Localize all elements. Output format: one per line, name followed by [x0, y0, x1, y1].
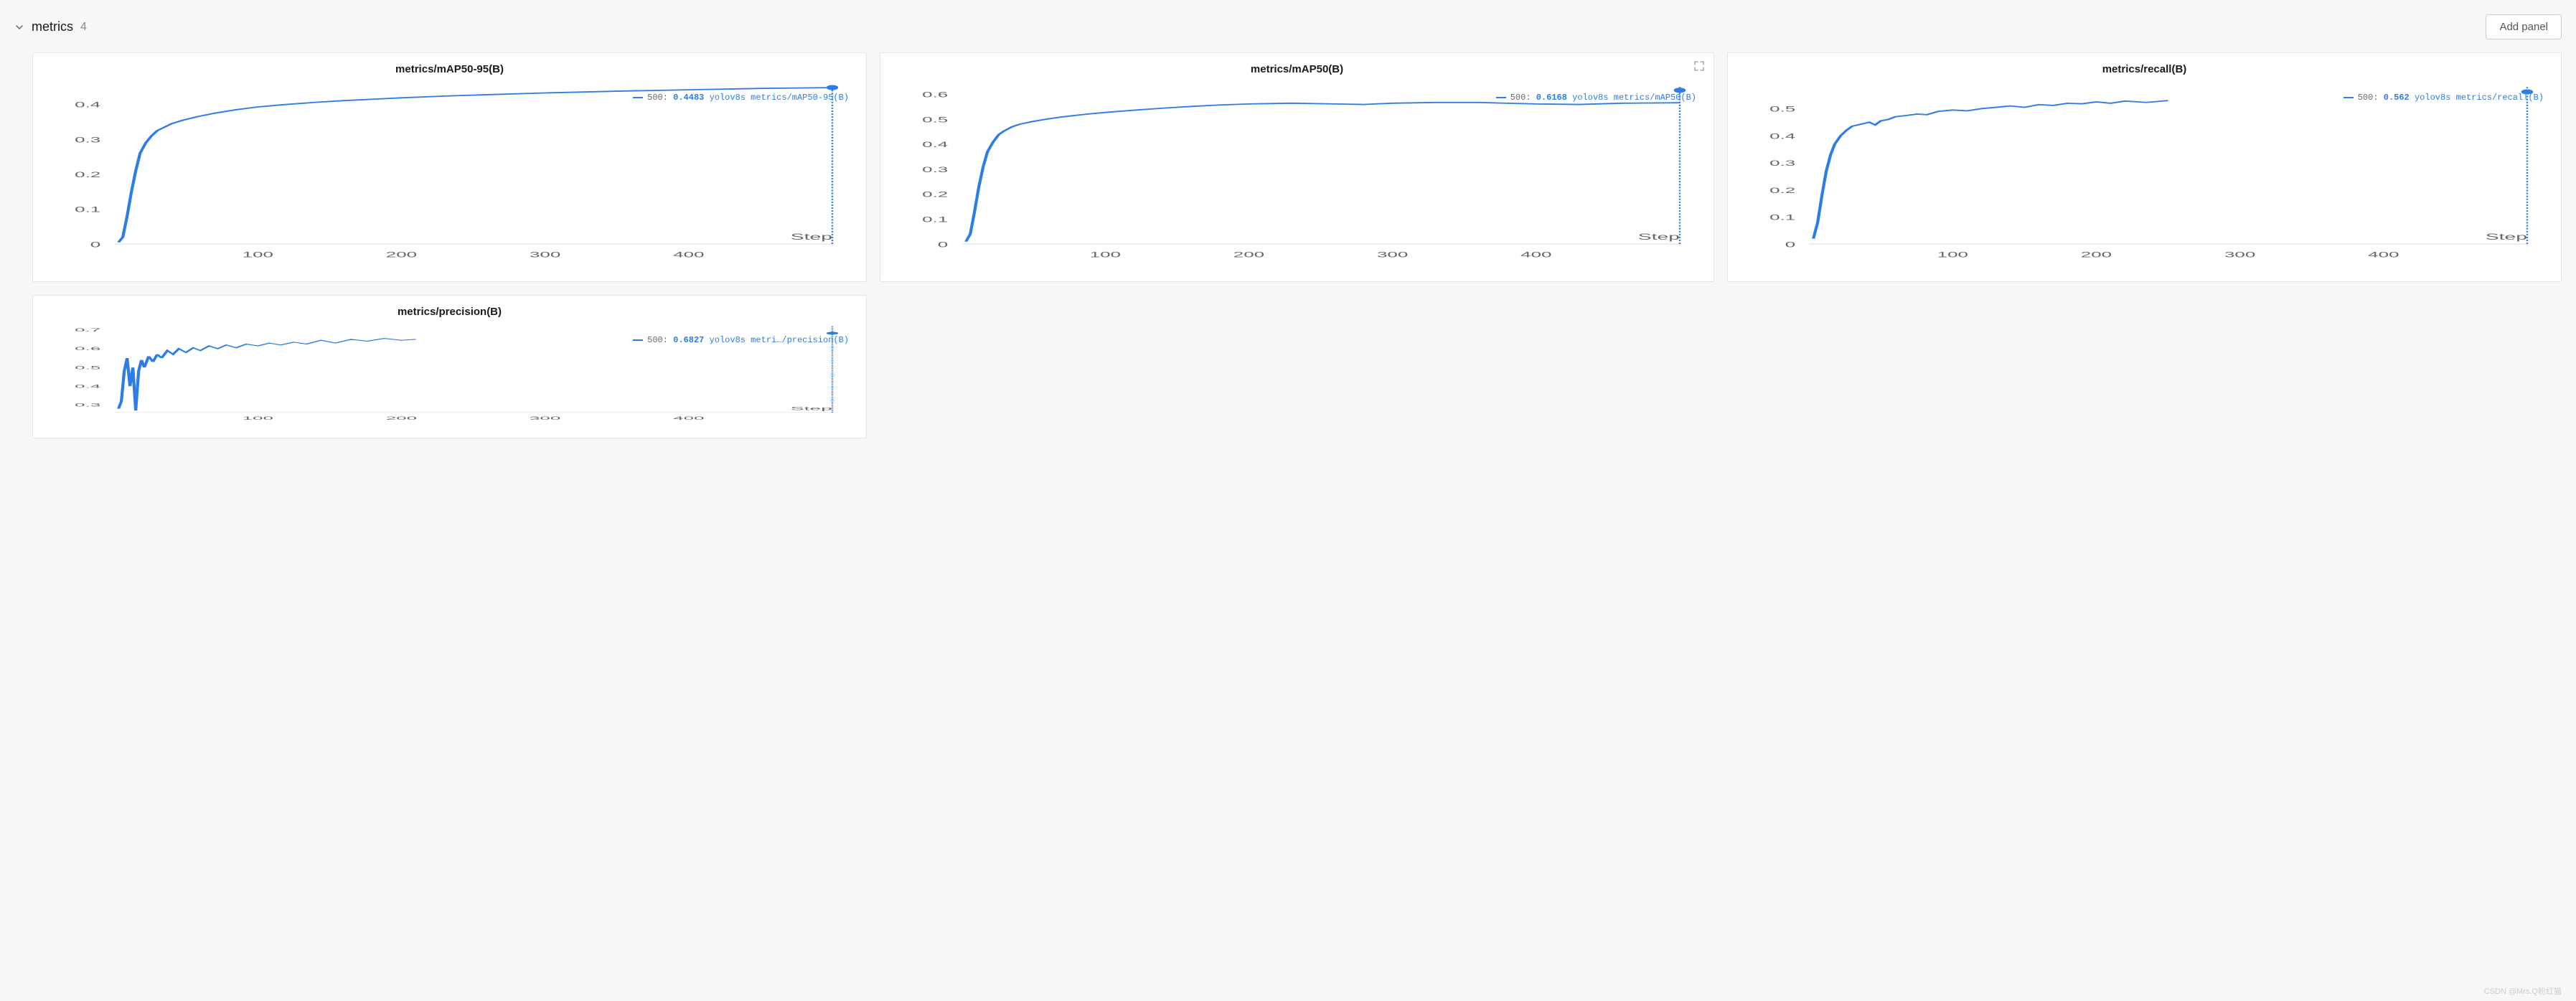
svg-text:0.3: 0.3 [922, 165, 948, 174]
chart-panel[interactable]: metrics/mAP50(B) 500: 0.6168 yolov8s met… [880, 52, 1714, 282]
watermark: CSDN @Mrs.Q粉红猫 [2484, 985, 2562, 997]
section-header-left: metrics 4 [14, 19, 87, 34]
svg-text:0.3: 0.3 [1769, 159, 1795, 167]
legend-step: 500: [647, 93, 668, 103]
add-panel-button[interactable]: Add panel [2486, 14, 2562, 39]
svg-text:0.4: 0.4 [1769, 132, 1795, 141]
legend-line-icon [2344, 97, 2354, 99]
svg-text:100: 100 [1090, 250, 1121, 259]
svg-text:Step: Step [791, 406, 832, 412]
legend-label: yolov8s metrics/mAP50(B) [1572, 93, 1696, 103]
svg-text:Step: Step [2486, 232, 2527, 242]
fullscreen-icon[interactable] [1693, 60, 1705, 74]
chart-legend: 500: 0.562 yolov8s metrics/recall(B) [2344, 93, 2544, 103]
svg-text:200: 200 [386, 250, 417, 259]
svg-text:400: 400 [673, 415, 704, 420]
chart-panel[interactable]: metrics/recall(B) 500: 0.562 yolov8s met… [1727, 52, 2562, 282]
legend-value: 0.6168 [1536, 93, 1567, 103]
svg-text:300: 300 [2224, 250, 2255, 259]
chart-title: metrics/mAP50-95(B) [43, 63, 856, 75]
svg-text:0.6: 0.6 [922, 90, 948, 99]
svg-text:0.2: 0.2 [922, 190, 948, 199]
svg-text:0: 0 [90, 240, 100, 249]
chart-legend: 500: 0.4483 yolov8s metrics/mAP50-95(B) [633, 93, 849, 103]
legend-value: 0.6827 [673, 335, 704, 345]
svg-text:0.6: 0.6 [75, 347, 100, 352]
svg-text:100: 100 [1937, 250, 1968, 259]
svg-text:0.2: 0.2 [75, 170, 100, 179]
legend-value: 0.562 [2384, 93, 2410, 103]
svg-text:400: 400 [1520, 250, 1551, 259]
svg-text:0.4: 0.4 [75, 100, 100, 109]
svg-text:0.5: 0.5 [922, 116, 948, 124]
chart-legend: 500: 0.6827 yolov8s metri…/precision(B) [633, 335, 849, 345]
chart-panel[interactable]: metrics/mAP50-95(B) 500: 0.4483 yolov8s … [32, 52, 867, 282]
legend-line-icon [633, 339, 643, 342]
svg-text:300: 300 [1377, 250, 1408, 259]
legend-label: yolov8s metrics/recall(B) [2415, 93, 2544, 103]
svg-text:400: 400 [2368, 250, 2399, 259]
svg-text:0.2: 0.2 [1769, 186, 1795, 194]
svg-text:Step: Step [1638, 232, 1680, 242]
section-count: 4 [80, 21, 87, 34]
chart-area[interactable]: 500: 0.4483 yolov8s metrics/mAP50-95(B) … [43, 80, 856, 271]
svg-text:400: 400 [673, 250, 704, 259]
legend-line-icon [633, 97, 643, 99]
svg-text:0.3: 0.3 [75, 136, 100, 144]
svg-text:200: 200 [1233, 250, 1264, 259]
svg-text:100: 100 [243, 250, 273, 259]
svg-text:300: 300 [530, 415, 560, 420]
svg-text:0.1: 0.1 [1769, 213, 1795, 222]
svg-text:300: 300 [530, 250, 560, 259]
legend-label: yolov8s metrics/mAP50-95(B) [710, 93, 849, 103]
legend-line-icon [1496, 97, 1506, 99]
chart-area[interactable]: 500: 0.562 yolov8s metrics/recall(B) 0 0.… [1738, 80, 2551, 271]
svg-text:0.4: 0.4 [922, 141, 948, 149]
section-header: metrics 4 Add panel [14, 14, 2562, 39]
panels-grid: metrics/mAP50-95(B) 500: 0.4483 yolov8s … [14, 52, 2562, 438]
svg-text:Step: Step [791, 232, 832, 242]
svg-text:0.7: 0.7 [75, 328, 100, 333]
legend-step: 500: [2358, 93, 2379, 103]
legend-label: yolov8s metri…/precision(B) [710, 335, 849, 345]
chart-title: metrics/recall(B) [1738, 63, 2551, 75]
svg-text:0: 0 [938, 240, 948, 249]
chart-title: metrics/mAP50(B) [890, 63, 1703, 75]
legend-step: 500: [647, 335, 668, 345]
chart-area[interactable]: 500: 0.6827 yolov8s metri…/precision(B) … [43, 322, 856, 427]
chart-title: metrics/precision(B) [43, 306, 856, 318]
svg-text:200: 200 [386, 415, 417, 420]
svg-text:100: 100 [243, 415, 273, 420]
svg-text:200: 200 [2081, 250, 2112, 259]
svg-text:0.5: 0.5 [1769, 105, 1795, 113]
legend-value: 0.4483 [673, 93, 704, 103]
svg-text:0.4: 0.4 [75, 384, 100, 389]
svg-text:0.5: 0.5 [75, 365, 100, 370]
section-title: metrics [32, 19, 73, 34]
chevron-down-icon[interactable] [14, 22, 24, 32]
chart-legend: 500: 0.6168 yolov8s metrics/mAP50(B) [1496, 93, 1696, 103]
svg-text:0: 0 [1785, 240, 1795, 249]
svg-text:0.1: 0.1 [75, 205, 100, 214]
chart-panel[interactable]: metrics/precision(B) 500: 0.6827 yolov8s… [32, 295, 867, 438]
svg-text:0.1: 0.1 [922, 215, 948, 224]
legend-step: 500: [1510, 93, 1531, 103]
chart-area[interactable]: 500: 0.6168 yolov8s metrics/mAP50(B) 0 0.… [890, 80, 1703, 271]
svg-text:0.3: 0.3 [75, 403, 100, 408]
